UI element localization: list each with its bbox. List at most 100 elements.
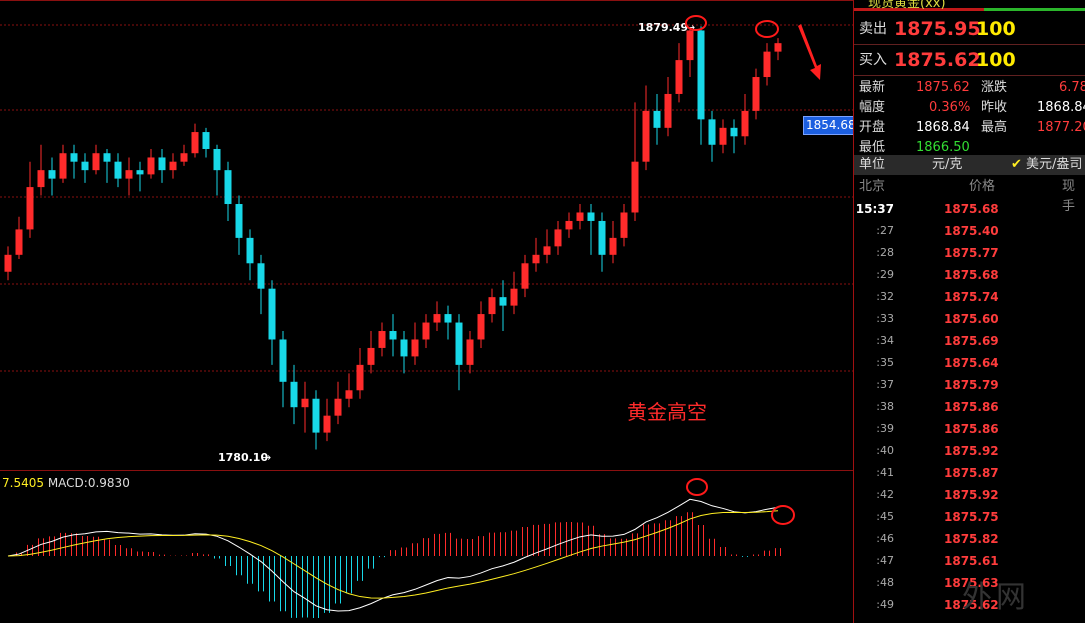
title-red-bar	[854, 8, 984, 11]
stat-value-low: 1866.50	[916, 140, 970, 155]
chart-gridlines	[0, 0, 853, 471]
candle-body	[620, 212, 628, 238]
stat-label-open: 开盘	[859, 120, 886, 135]
candle-body	[510, 288, 518, 306]
stat-value-high: 1877.20	[1037, 120, 1085, 135]
macd-dif-line	[7, 498, 779, 612]
unit-cny-option[interactable]: 元/克	[932, 157, 963, 172]
tick-time: :40	[876, 444, 894, 457]
tick-price: 1875.75	[944, 510, 999, 524]
tick-price: 1875.79	[944, 378, 999, 392]
tick-row: :41 1875.87	[854, 462, 1085, 484]
checkmark-icon: ✔	[1011, 157, 1022, 172]
tick-row: :47 1875.61	[854, 550, 1085, 572]
price-low-arrow-icon: →	[262, 451, 271, 464]
stat-label-high: 最高	[981, 120, 1008, 135]
candle-body	[752, 77, 760, 111]
candle-body	[598, 220, 606, 255]
title-green-bar	[984, 8, 1085, 11]
candle-body	[378, 331, 386, 348]
candle-body	[213, 148, 221, 171]
tick-row: :48 1875.63	[854, 572, 1085, 594]
macd-dea-line	[7, 510, 779, 599]
stat-label-low: 最低	[859, 140, 886, 155]
ticks-header-place: 北京	[859, 179, 886, 194]
unit-label: 单位	[859, 157, 886, 172]
tick-time: :29	[876, 268, 894, 281]
candle-body	[631, 161, 639, 213]
buy-qty: 100	[976, 49, 1016, 71]
tick-row: :37 1875.79	[854, 374, 1085, 396]
unit-usd-option[interactable]: 美元/盎司	[1026, 157, 1083, 172]
candle-body	[114, 161, 122, 179]
ticks-header-qty: 现手	[1062, 179, 1076, 214]
candle-body	[400, 339, 408, 357]
candle-body	[345, 390, 353, 399]
buy-label: 买入	[859, 52, 887, 68]
candle-body	[477, 314, 485, 340]
candle-body	[125, 170, 133, 179]
candle-body	[301, 398, 309, 408]
tick-row: :40 1875.92	[854, 440, 1085, 462]
tick-row: :29 1875.68	[854, 264, 1085, 286]
tick-price: 1875.86	[944, 400, 999, 414]
candle-body	[774, 43, 782, 52]
tick-time: :49	[876, 598, 894, 611]
candle-body	[444, 314, 452, 323]
tick-row: :38 1875.86	[854, 396, 1085, 418]
tick-row: 15:37 1875.68	[854, 198, 1085, 220]
instrument-title: 现货黄金(xx)	[868, 0, 946, 11]
candle-body	[433, 314, 441, 323]
tick-row: :32 1875.74	[854, 286, 1085, 308]
candle-body	[521, 263, 529, 289]
ticks-header: 北京 价格 现手	[854, 177, 1085, 214]
candle-body	[169, 161, 177, 171]
candle-body	[697, 30, 705, 120]
buy-quote-row[interactable]: 买入 1875.62 100	[854, 45, 1085, 76]
sell-qty: 100	[976, 18, 1016, 40]
candle-body	[576, 212, 584, 221]
tick-time: 15:37	[855, 202, 894, 216]
sell-price: 1875.95	[894, 18, 981, 40]
tick-time: :38	[876, 400, 894, 413]
tick-row: :45 1875.75	[854, 506, 1085, 528]
candle-body	[290, 381, 298, 408]
macd-indicator	[7, 498, 781, 618]
tick-price: 1875.40	[944, 224, 999, 238]
tick-time: :35	[876, 356, 894, 369]
tick-row: :34 1875.69	[854, 330, 1085, 352]
tick-price: 1875.87	[944, 466, 999, 480]
stat-label-prevclose: 昨收	[981, 100, 1008, 115]
candle-body	[81, 161, 89, 171]
candle-series	[4, 26, 782, 450]
stat-value-open: 1868.84	[916, 120, 970, 135]
tick-time: :37	[876, 378, 894, 391]
candle-body	[532, 254, 540, 264]
tick-row: :33 1875.60	[854, 308, 1085, 330]
sell-label: 卖出	[859, 21, 887, 37]
buy-price: 1875.62	[894, 49, 981, 71]
candle-body	[279, 339, 287, 382]
tick-time: :32	[876, 290, 894, 303]
tick-price: 1875.64	[944, 356, 999, 370]
candle-body	[543, 246, 551, 255]
tick-time: :34	[876, 334, 894, 347]
sell-quote-row[interactable]: 卖出 1875.95 100	[854, 14, 1085, 45]
tick-time: :47	[876, 554, 894, 567]
candle-body	[488, 297, 496, 315]
macd-param-label: 7.5405 MACD:0.9830	[2, 476, 130, 490]
candle-body	[499, 297, 507, 306]
candle-body	[389, 331, 397, 340]
candle-body	[323, 415, 331, 433]
candle-body	[15, 229, 23, 255]
candle-body	[191, 132, 199, 154]
tick-row: :28 1875.77	[854, 242, 1085, 264]
candle-body	[554, 229, 562, 247]
candle-body	[257, 263, 265, 289]
candle-body	[180, 153, 188, 162]
candle-body	[653, 110, 661, 128]
candlestick-chart[interactable]: 1879.49 → 1780.10 → 黄金高空 7.5405 MACD:0.9…	[0, 0, 853, 623]
tick-price: 1875.69	[944, 334, 999, 348]
stat-label-latest: 最新	[859, 80, 886, 95]
unit-row: 单位 元/克 ✔ 美元/盎司	[854, 155, 1085, 175]
